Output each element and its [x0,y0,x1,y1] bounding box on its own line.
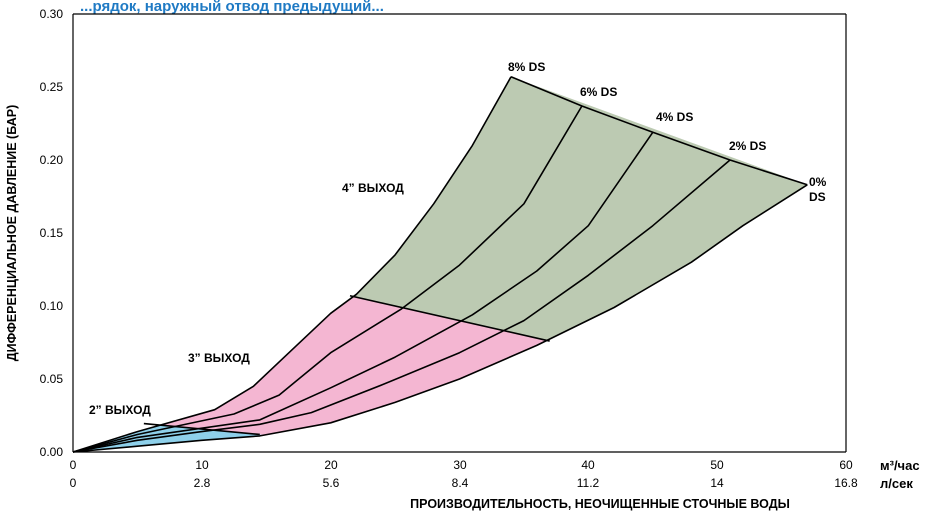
region-label-4in: 4” ВЫХОД [342,181,404,195]
x-tick-label-secondary: 8.4 [452,476,469,490]
x-ticks-secondary: 0 2.8 5.6 8.4 11.2 14 16.8 [70,476,858,490]
y-tick-label: 0.15 [40,226,64,240]
x-tick-label-secondary: 16.8 [834,476,858,490]
x-tick-label-primary: 10 [195,458,209,472]
series-line-2 [72,131,654,453]
region-2in-outlet [73,425,265,452]
x-tick-label-primary: 0 [70,458,77,472]
outlet-divider-3in-4in [349,294,550,342]
region-label-2in: 2” ВЫХОД [89,403,151,417]
series-label-8ds: 8% DS [508,60,545,74]
y-tick-label: 0.05 [40,372,64,386]
series-line-0 [72,76,512,453]
series-label-0ds-top: 0% [809,175,827,189]
x-tick-label-secondary: 2.8 [194,476,211,490]
chart-heading: ...рядок, наружный отвод предыдущий... [80,0,384,15]
y-ticks: 0.00 0.05 0.10 0.15 0.20 0.25 0.30 [40,7,64,459]
series-label-2ds: 2% DS [729,139,766,153]
series-layer [72,76,808,453]
x-unit-primary: м³/час [880,458,920,473]
region-3in-outlet [160,296,548,435]
y-tick-label: 0.10 [40,299,64,313]
y-tick-label: 0.00 [40,445,64,459]
y-tick-label: 0.25 [40,80,64,94]
x-tick-label-secondary: 11.2 [577,476,600,490]
series-line-3 [72,159,731,453]
series-line-1 [72,105,583,453]
region-label-3in: 3” ВЫХОД [188,351,250,365]
x-axis-title: ПРОИЗВОДИТЕЛЬНОСТЬ, НЕОЧИЩЕННЫЕ СТОЧНЫЕ … [410,497,790,511]
series-label-4ds: 4% DS [656,110,693,124]
region-4in-outlet [353,76,808,341]
x-tick-label-primary: 60 [839,458,853,472]
x-tick-label-secondary: 0 [70,476,77,490]
y-tick-label: 0.20 [40,153,64,167]
x-unit-secondary: л/сек [880,476,913,491]
y-axis-title: ДИФФЕРЕНЦИАЛЬНОЕ ДАВЛЕНИЕ (БАР) [5,105,19,362]
x-tick-label-secondary: 5.6 [323,476,340,490]
x-tick-label-primary: 30 [453,458,467,472]
upper-boundary-line [510,76,808,186]
x-tick-label-primary: 50 [710,458,724,472]
series-line-4 [72,184,808,453]
x-tick-label-primary: 20 [324,458,338,472]
x-tick-label-primary: 40 [581,458,595,472]
series-label-0ds-bottom: DS [809,190,826,204]
annotations: 8% DS 6% DS 4% DS 2% DS 0% DS 2” ВЫХОД 3… [89,60,827,417]
series-label-6ds: 6% DS [580,85,617,99]
outlet-divider-2in-3in [143,422,260,436]
axes [72,13,847,453]
x-tick-label-secondary: 14 [710,476,724,490]
regions-layer [73,76,808,452]
y-tick-label: 0.30 [40,7,64,21]
x-ticks-primary: 0 10 20 30 40 50 60 [70,458,853,472]
